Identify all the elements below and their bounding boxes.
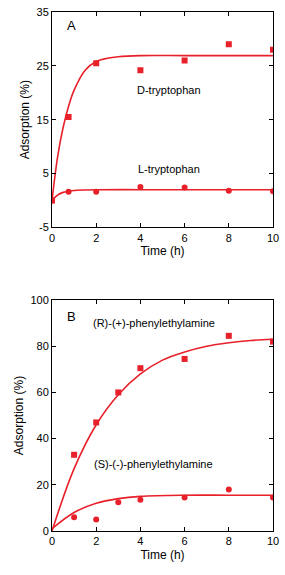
svg-text:0: 0 xyxy=(43,525,49,537)
svg-text:2: 2 xyxy=(93,535,99,547)
svg-text:60: 60 xyxy=(37,386,49,398)
svg-text:4: 4 xyxy=(137,232,143,244)
svg-text:-5: -5 xyxy=(39,221,49,233)
svg-text:15: 15 xyxy=(37,114,49,126)
svg-text:4: 4 xyxy=(137,535,143,547)
svg-text:25: 25 xyxy=(37,60,49,72)
svg-text:D-tryptophan: D-tryptophan xyxy=(137,84,201,96)
svg-text:0: 0 xyxy=(49,535,55,547)
svg-text:40: 40 xyxy=(37,432,49,444)
svg-text:10: 10 xyxy=(267,232,279,244)
svg-text:Time (h): Time (h) xyxy=(140,244,184,258)
svg-text:6: 6 xyxy=(182,535,188,547)
svg-text:2: 2 xyxy=(93,232,99,244)
svg-text:6: 6 xyxy=(182,232,188,244)
svg-text:80: 80 xyxy=(37,340,49,352)
svg-text:L-tryptophan: L-tryptophan xyxy=(138,163,200,175)
svg-text:(R)-(+)-phenylethylamine: (R)-(+)-phenylethylamine xyxy=(93,317,215,329)
svg-text:20: 20 xyxy=(37,479,49,491)
svg-text:Adsorption (%): Adsorption (%) xyxy=(18,80,32,159)
svg-text:0: 0 xyxy=(49,232,55,244)
svg-text:5: 5 xyxy=(43,167,49,179)
svg-text:Time (h): Time (h) xyxy=(140,548,184,562)
svg-text:10: 10 xyxy=(267,535,279,547)
svg-text:8: 8 xyxy=(226,535,232,547)
svg-text:B: B xyxy=(67,309,76,324)
svg-text:100: 100 xyxy=(30,294,48,306)
svg-text:Adsorption (%): Adsorption (%) xyxy=(12,376,26,455)
svg-text:A: A xyxy=(67,18,76,33)
svg-text:35: 35 xyxy=(37,6,49,18)
svg-text:(S)-(-)-phenylethylamine: (S)-(-)-phenylethylamine xyxy=(94,458,213,470)
svg-text:8: 8 xyxy=(226,232,232,244)
